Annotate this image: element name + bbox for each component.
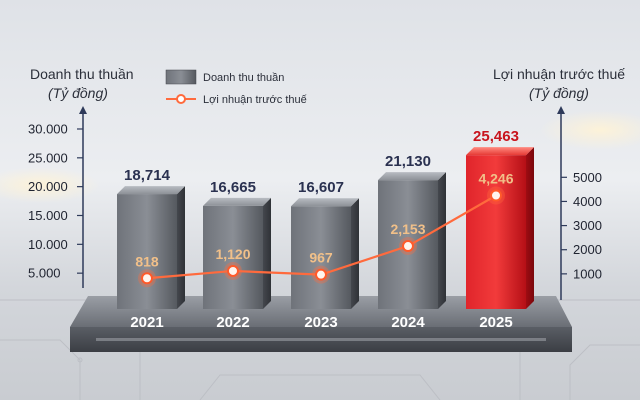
right-axis-ticks: 1000 2000 3000 4000 5000 [561,170,602,281]
legend-revenue-swatch [165,69,197,85]
legend-item-revenue: Doanh thu thuần [165,69,284,85]
profit-marker [227,264,239,277]
right-axis: Lợi nhuận trước thuế (Tỷ đồng) 1000 2000 3… [493,66,625,300]
left-axis-title: Doanh thu thuần [30,66,134,82]
revenue-bar-top [203,197,271,206]
left-tick-label: 20.000 [28,179,68,194]
year-label: 2025 [479,314,512,331]
right-axis-unit: (Tỷ đồng) [529,85,589,101]
year-label: 2024 [391,314,425,331]
revenue-bar [466,147,534,309]
revenue-value-label: 16,665 [210,179,256,196]
left-tick-label: 25.000 [28,150,68,165]
left-tick-label: 5.000 [28,266,61,281]
left-axis: Doanh thu thuần (Tỷ đồng) 5.000 10.000 15.… [28,66,134,288]
revenue-bar-side [526,147,534,309]
profit-marker [490,189,502,202]
left-axis-ticks: 5.000 10.000 15.000 20.000 25.000 30.000 [28,121,83,281]
revenue-value-label: 25,463 [473,128,519,145]
revenue-value-label: 16,607 [298,179,344,196]
left-tick-label: 10.000 [28,237,68,252]
legend-revenue-label: Doanh thu thuần [203,72,284,84]
right-tick-label: 1000 [573,266,602,281]
revenue-bar-top [466,147,534,156]
revenue-bar-side [263,197,271,309]
year-label: 2022 [216,314,249,331]
profit-value-label: 1,120 [215,246,250,262]
profit-marker [402,240,414,253]
revenue-bar-top [378,172,446,181]
right-axis-title: Lợi nhuận trước thuế [493,66,625,82]
revenue-bar [291,198,359,309]
profit-line-series [138,186,505,288]
revenue-value-label: 21,130 [385,153,431,170]
profit-marker [141,272,153,285]
left-axis-arrow [79,106,87,114]
profit-marker [315,268,327,281]
year-label: 2021 [130,314,163,331]
year-labels: 2021 2022 2023 2024 2025 [130,314,512,331]
right-tick-label: 5000 [573,170,602,185]
revenue-bar-top [117,186,185,195]
right-axis-arrow [557,106,565,114]
profit-value-label: 2,153 [390,221,425,237]
legend: Doanh thu thuần Lợi nhuận trước thuế [165,69,307,106]
revenue-bars [117,147,534,309]
profit-value-label: 4,246 [478,171,513,187]
revenue-bar-front [291,206,351,309]
revenue-bar-side [351,198,359,309]
platform [70,296,572,352]
revenue-bar-front [466,155,526,309]
legend-profit-label: Lợi nhuận trước thuế [203,94,307,106]
right-tick-label: 3000 [573,218,602,233]
revenue-value-label: 18,714 [124,167,171,184]
left-tick-label: 30.000 [28,121,68,136]
revenue-bar-front [117,194,177,309]
revenue-value-labels: 18,714 16,665 16,607 21,130 25,463 [124,128,519,196]
profit-value-label: 818 [135,253,159,269]
light-glow-left [0,167,100,203]
revenue-bar-side [177,186,185,309]
legend-profit-marker [176,94,186,104]
revenue-bar-side [438,172,446,309]
left-axis-unit: (Tỷ đồng) [48,85,108,101]
profit-value-labels: 818 1,120 967 2,153 4,246 [135,171,513,270]
right-tick-label: 2000 [573,242,602,257]
revenue-bar [117,186,185,309]
light-glow-right [540,110,640,150]
left-tick-label: 15.000 [28,208,68,223]
year-label: 2023 [304,314,337,331]
legend-item-profit: Lợi nhuận trước thuế [166,94,307,106]
right-tick-label: 4000 [573,194,602,209]
revenue-bar [203,197,271,309]
profit-value-label: 967 [309,250,333,266]
revenue-bar-top [291,198,359,207]
revenue-bar-front [203,205,263,309]
